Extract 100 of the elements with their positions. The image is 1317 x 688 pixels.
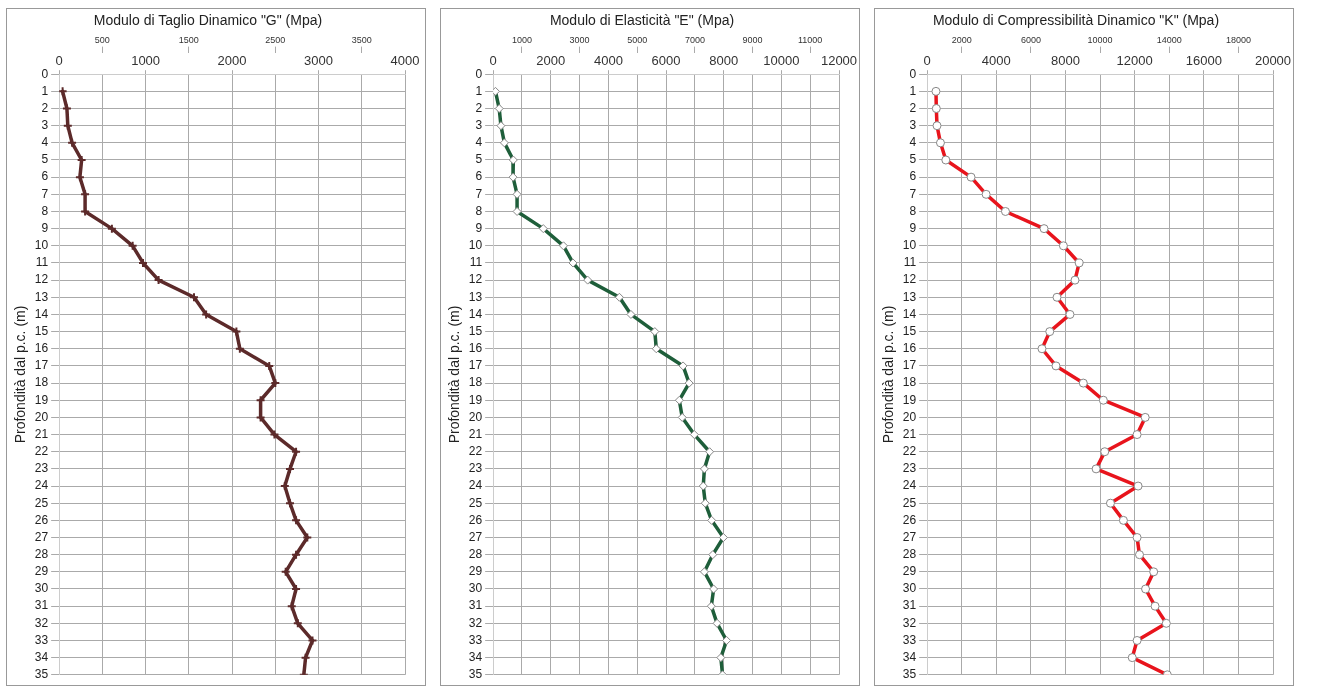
x2-tick-label: 1000 bbox=[511, 34, 532, 45]
y-tick-label: 11 bbox=[35, 255, 49, 270]
y-tick-label: 30 bbox=[902, 581, 917, 596]
y-tick-label: 28 bbox=[34, 546, 49, 561]
y-tick-label: 29 bbox=[902, 564, 917, 579]
x2-tick-label: 3500 bbox=[351, 34, 372, 45]
y-tick-label: 33 bbox=[902, 632, 917, 647]
y-tick-label: 20 bbox=[34, 409, 49, 424]
y-tick-label: 25 bbox=[468, 495, 483, 510]
x2-tick-label: 5000 bbox=[627, 34, 648, 45]
y-tick-label: 15 bbox=[34, 323, 49, 338]
y-tick-label: 13 bbox=[468, 289, 483, 304]
x-tick-label: 2000 bbox=[536, 52, 566, 68]
x2-tick-label: 2500 bbox=[265, 34, 286, 45]
y-tick-label: 18 bbox=[34, 375, 49, 390]
y-tick-label: 19 bbox=[468, 392, 483, 407]
y-tick-label: 19 bbox=[34, 392, 49, 407]
y-tick-label: 5 bbox=[909, 152, 917, 167]
y-tick-label: 20 bbox=[468, 409, 483, 424]
y-tick-label: 30 bbox=[34, 581, 49, 596]
y-tick-label: 16 bbox=[468, 341, 483, 356]
x2-tick-label: 2000 bbox=[951, 34, 972, 45]
y-tick-label: 17 bbox=[468, 358, 483, 373]
y-tick-label: 0 bbox=[909, 66, 917, 81]
y-tick-label: 8 bbox=[41, 203, 49, 218]
y-tick-label: 4 bbox=[475, 135, 483, 150]
y-tick-label: 13 bbox=[902, 289, 917, 304]
y-tick-label: 7 bbox=[909, 186, 917, 201]
y-tick-label: 27 bbox=[34, 529, 49, 544]
x-tick-label: 0 bbox=[489, 52, 497, 68]
y-tick-label: 12 bbox=[468, 272, 483, 287]
y-tick-label: 24 bbox=[468, 478, 483, 493]
y-tick-label: 8 bbox=[909, 203, 917, 218]
y-tick-label: 10 bbox=[468, 238, 483, 253]
y-tick-label: 17 bbox=[902, 358, 917, 373]
y-tick-label: 5 bbox=[41, 152, 49, 167]
x-tick-label: 4000 bbox=[981, 52, 1011, 68]
y-tick-label: 5 bbox=[475, 152, 483, 167]
x2-tick-label: 1500 bbox=[178, 34, 199, 45]
y-tick-label: 23 bbox=[468, 461, 483, 476]
x-tick-label: 2000 bbox=[217, 52, 247, 68]
x2-tick-label: 500 bbox=[94, 34, 110, 45]
x-tick-label: 12000 bbox=[820, 52, 858, 68]
y-tick-label: 21 bbox=[902, 426, 917, 441]
y-tick-label: 10 bbox=[34, 238, 49, 253]
y-tick-label: 2 bbox=[909, 100, 917, 115]
y-tick-label: 15 bbox=[902, 323, 917, 338]
y-tick-label: 1 bbox=[41, 83, 49, 98]
y-tick-label: 32 bbox=[468, 615, 483, 630]
y-tick-label: 6 bbox=[909, 169, 917, 184]
y-tick-label: 12 bbox=[902, 272, 917, 287]
y-tick-label: 8 bbox=[475, 203, 483, 218]
y-tick-label: 34 bbox=[902, 649, 917, 664]
y-tick-label: 29 bbox=[468, 564, 483, 579]
y-tick-label: 2 bbox=[41, 100, 49, 115]
y-tick-label: 24 bbox=[902, 478, 917, 493]
y-tick-label: 11 bbox=[903, 255, 917, 270]
y-tick-label: 33 bbox=[34, 632, 49, 647]
x-tick-label: 0 bbox=[55, 52, 63, 68]
chart-title: Modulo di Elasticità "E" (Mpa) bbox=[549, 12, 735, 29]
y-tick-label: 22 bbox=[34, 444, 49, 459]
y-tick-label: 33 bbox=[468, 632, 483, 647]
x-tick-label: 6000 bbox=[651, 52, 681, 68]
x2-tick-label: 9000 bbox=[742, 34, 763, 45]
y-tick-label: 26 bbox=[34, 512, 49, 527]
y-tick-label: 17 bbox=[34, 358, 49, 373]
y-tick-label: 21 bbox=[34, 426, 49, 441]
y-tick-label: 3 bbox=[475, 117, 483, 132]
y-tick-label: 22 bbox=[902, 444, 917, 459]
y-tick-label: 19 bbox=[902, 392, 917, 407]
y-tick-label: 34 bbox=[468, 649, 483, 664]
y-tick-label: 35 bbox=[902, 667, 917, 682]
y-tick-label: 26 bbox=[902, 512, 917, 527]
x-tick-label: 12000 bbox=[1116, 52, 1153, 68]
y-tick-label: 31 bbox=[902, 598, 917, 613]
x2-tick-label: 14000 bbox=[1156, 34, 1182, 45]
y-tick-label: 32 bbox=[34, 615, 49, 630]
y-tick-label: 21 bbox=[468, 426, 483, 441]
y-tick-label: 31 bbox=[34, 598, 49, 613]
x-tick-label: 20000 bbox=[1254, 52, 1292, 68]
y-tick-label: 18 bbox=[902, 375, 917, 390]
y-tick-label: 25 bbox=[902, 495, 917, 510]
y-tick-label: 32 bbox=[902, 615, 917, 630]
y-tick-label: 26 bbox=[468, 512, 483, 527]
y-tick-label: 30 bbox=[468, 581, 483, 596]
y-tick-label: 16 bbox=[902, 341, 917, 356]
y-tick-label: 23 bbox=[902, 461, 917, 476]
y-tick-label: 9 bbox=[475, 220, 483, 235]
x2-tick-label: 18000 bbox=[1225, 34, 1251, 45]
y-tick-label: 3 bbox=[41, 117, 49, 132]
y-tick-label: 18 bbox=[468, 375, 483, 390]
x-tick-label: 4000 bbox=[593, 52, 623, 68]
y-axis-title: Profondità dal p.c. (m) bbox=[446, 305, 463, 444]
y-tick-label: 1 bbox=[475, 83, 483, 98]
y-tick-label: 14 bbox=[902, 306, 917, 321]
y-tick-label: 14 bbox=[34, 306, 49, 321]
chart-title: Modulo di Compressibilità Dinamico "K" (Mpa) bbox=[932, 12, 1220, 29]
y-tick-label: 28 bbox=[468, 546, 483, 561]
y-tick-label: 20 bbox=[902, 409, 917, 424]
y-tick-label: 35 bbox=[468, 667, 483, 682]
